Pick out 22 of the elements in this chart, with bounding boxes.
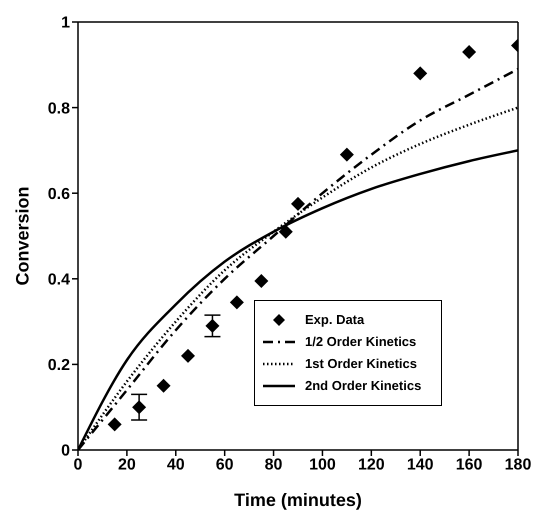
- legend-label: 2nd Order Kinetics: [305, 377, 422, 395]
- x-tick-label: 20: [118, 456, 136, 474]
- y-tick-label: 1: [61, 14, 70, 32]
- legend-label: 1/2 Order Kinetics: [305, 333, 416, 351]
- legend-label: Exp. Data: [305, 311, 364, 329]
- x-tick-label: 100: [309, 456, 336, 474]
- y-tick-label: 0.8: [48, 100, 70, 118]
- y-tick-label: 0.6: [48, 186, 70, 203]
- x-axis-title: Time (minutes): [234, 490, 362, 510]
- y-tick-label: 0: [61, 442, 70, 460]
- x-tick-label: 140: [406, 456, 434, 474]
- x-tick-label: 120: [358, 456, 385, 474]
- y-tick-label: 0.4: [48, 271, 70, 288]
- x-tick-label: 0: [74, 456, 83, 474]
- x-tick-label: 40: [166, 456, 185, 474]
- legend-label: 1st Order Kinetics: [305, 355, 417, 373]
- x-tick-label: 60: [216, 456, 234, 474]
- x-tick-label: 80: [264, 456, 283, 474]
- y-axis-title: Conversion: [12, 186, 32, 286]
- x-tick-label: 180: [504, 456, 532, 474]
- x-tick-label: 160: [456, 456, 483, 474]
- y-tick-label: 0.2: [48, 357, 70, 374]
